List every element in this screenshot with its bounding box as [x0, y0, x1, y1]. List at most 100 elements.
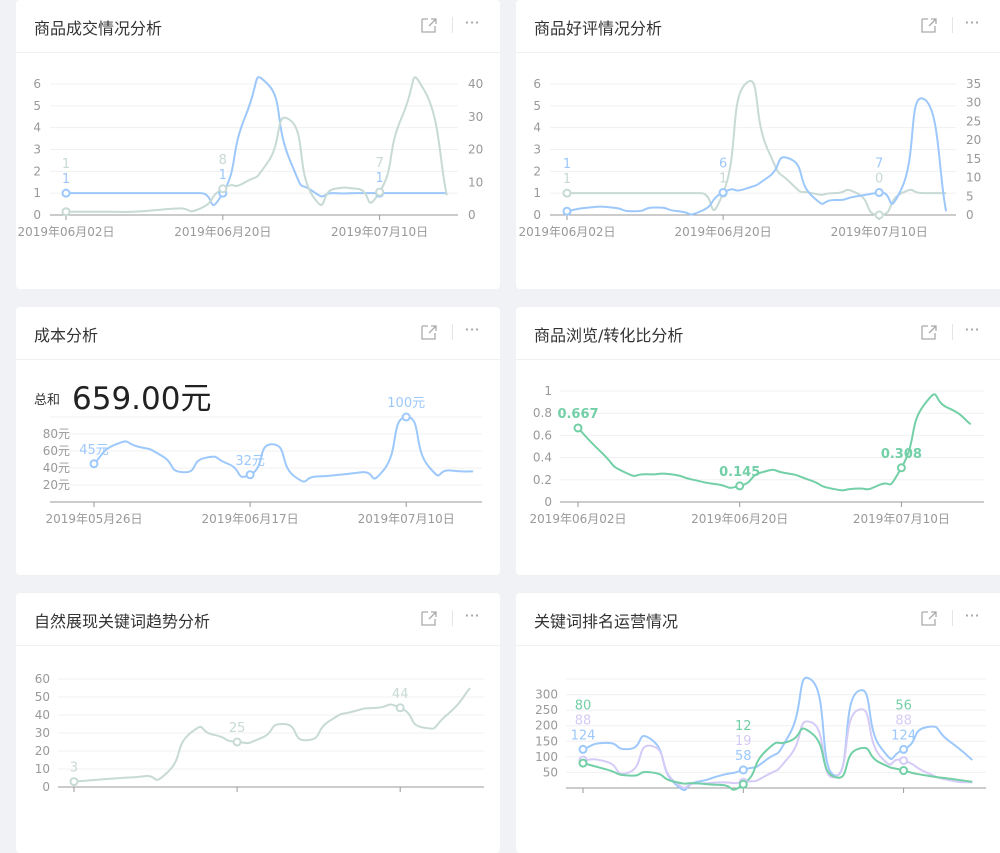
data-point[interactable]: [874, 188, 884, 198]
y-tick-label: 0.8: [533, 406, 552, 420]
y-tick-label: 150: [535, 734, 558, 748]
data-label: 0: [875, 172, 883, 187]
y-tick-label: 60: [35, 672, 50, 686]
y-tick-label: 20元: [43, 478, 70, 492]
y-tick-label: 5: [33, 99, 41, 113]
data-point[interactable]: [899, 744, 909, 754]
external-link-icon[interactable]: [418, 321, 438, 343]
data-label: 1: [62, 172, 70, 187]
x-tick-label: 2019年05月26日: [45, 512, 142, 526]
data-point[interactable]: [61, 188, 71, 198]
more-icon[interactable]: ···: [964, 606, 980, 625]
y-tick-label: 40: [35, 708, 50, 722]
data-point[interactable]: [578, 758, 588, 768]
data-label: 25: [229, 721, 246, 736]
data-label: 1: [62, 157, 70, 172]
external-link-icon[interactable]: [418, 607, 438, 629]
y-tick-label: 2: [33, 164, 41, 178]
y-tick-label: 50: [35, 690, 50, 704]
data-point[interactable]: [89, 459, 99, 469]
data-point[interactable]: [375, 187, 385, 197]
data-point[interactable]: [735, 481, 745, 491]
card-deal-analysis: 商品成交情况分析 ··· 0 1 2 3 4 5 6 0 10 20 30 40 2019年06月02日 2…: [16, 0, 500, 289]
data-label: 1: [219, 168, 227, 183]
data-point[interactable]: [738, 765, 748, 775]
data-label: 32元: [235, 454, 265, 469]
external-link-icon[interactable]: [918, 14, 938, 36]
data-point[interactable]: [562, 206, 572, 216]
divider: [952, 17, 953, 33]
data-point[interactable]: [562, 188, 572, 198]
data-point[interactable]: [718, 188, 728, 198]
external-link-icon[interactable]: [918, 607, 938, 629]
data-point[interactable]: [896, 463, 906, 473]
x-tick-label: 2019年07月10日: [331, 225, 428, 239]
data-point[interactable]: [738, 779, 748, 789]
y-right-tick-label: 40: [468, 77, 483, 91]
data-label: 88: [895, 713, 912, 728]
data-label: 124: [571, 728, 596, 743]
data-point[interactable]: [578, 744, 588, 754]
external-link-icon[interactable]: [918, 321, 938, 343]
data-label: 100元: [387, 396, 425, 411]
line-chart: 0 10 20 30 40 50 60 3 25 44: [35, 672, 484, 794]
y-tick-label: 200: [535, 719, 558, 733]
data-point[interactable]: [899, 766, 909, 776]
y-tick-label: 2: [533, 164, 541, 178]
data-label: 1: [563, 157, 571, 172]
y-tick-label: 4: [33, 121, 41, 135]
data-point[interactable]: [69, 777, 79, 787]
x-tick-label: 2019年06月20日: [675, 225, 772, 239]
y-right-tick-label: 5: [966, 189, 974, 203]
card-header: 商品好评情况分析 ···: [516, 0, 1000, 53]
x-tick-label: 2019年06月20日: [691, 512, 788, 526]
series-line: [66, 76, 447, 207]
series-line: [73, 687, 471, 783]
card-conversion-analysis: 商品浏览/转化比分析 ··· 0 0.2 0.4 0.6 0.8 1 2019年06月02日 2…: [516, 307, 1000, 575]
external-link-icon[interactable]: [418, 14, 438, 36]
y-right-tick-label: 25: [966, 114, 981, 128]
data-point[interactable]: [232, 737, 242, 747]
y-tick-label: 0: [533, 208, 541, 222]
data-point[interactable]: [573, 423, 583, 433]
y-right-tick-label: 15: [966, 152, 981, 166]
y-right-tick-label: 10: [966, 171, 981, 185]
y-tick-label: 1: [533, 186, 541, 200]
x-tick-label: 2019年06月02日: [529, 512, 626, 526]
y-tick-label: 4: [533, 121, 541, 135]
sum-value: 659.00元: [72, 381, 212, 417]
x-tick-label: 2019年06月02日: [518, 225, 615, 239]
data-point[interactable]: [245, 470, 255, 480]
more-icon[interactable]: ···: [464, 606, 480, 625]
data-point[interactable]: [395, 703, 405, 713]
data-label: 1: [375, 171, 383, 186]
sum-label: 总和: [34, 393, 61, 408]
data-point[interactable]: [218, 184, 228, 194]
y-tick-label: 50: [543, 765, 558, 779]
y-tick-label: 40元: [43, 461, 70, 475]
data-label: 0.308: [881, 447, 922, 462]
data-point[interactable]: [401, 412, 411, 422]
data-label: 0.145: [719, 465, 760, 480]
data-point[interactable]: [874, 210, 884, 220]
card-title: 商品浏览/转化比分析: [534, 326, 684, 345]
y-right-tick-label: 10: [468, 175, 483, 189]
series-line: [93, 415, 474, 483]
data-label: 1: [719, 172, 727, 187]
y-tick-label: 100: [535, 750, 558, 764]
card-header: 商品浏览/转化比分析 ···: [516, 307, 1000, 360]
card-header: 自然展现关键词趋势分析 ···: [16, 593, 500, 646]
y-tick-label: 0.6: [533, 428, 552, 442]
x-tick-label: 2019年07月10日: [853, 512, 950, 526]
data-point[interactable]: [61, 207, 71, 217]
divider: [452, 610, 453, 626]
data-label: 8: [219, 153, 227, 168]
y-tick-label: 20: [35, 744, 50, 758]
data-point[interactable]: [899, 756, 909, 766]
more-icon[interactable]: ···: [464, 13, 480, 32]
more-icon[interactable]: ···: [964, 13, 980, 32]
more-icon[interactable]: ···: [964, 320, 980, 339]
more-icon[interactable]: ···: [464, 320, 480, 339]
card-header: 成本分析 ···: [16, 307, 500, 360]
